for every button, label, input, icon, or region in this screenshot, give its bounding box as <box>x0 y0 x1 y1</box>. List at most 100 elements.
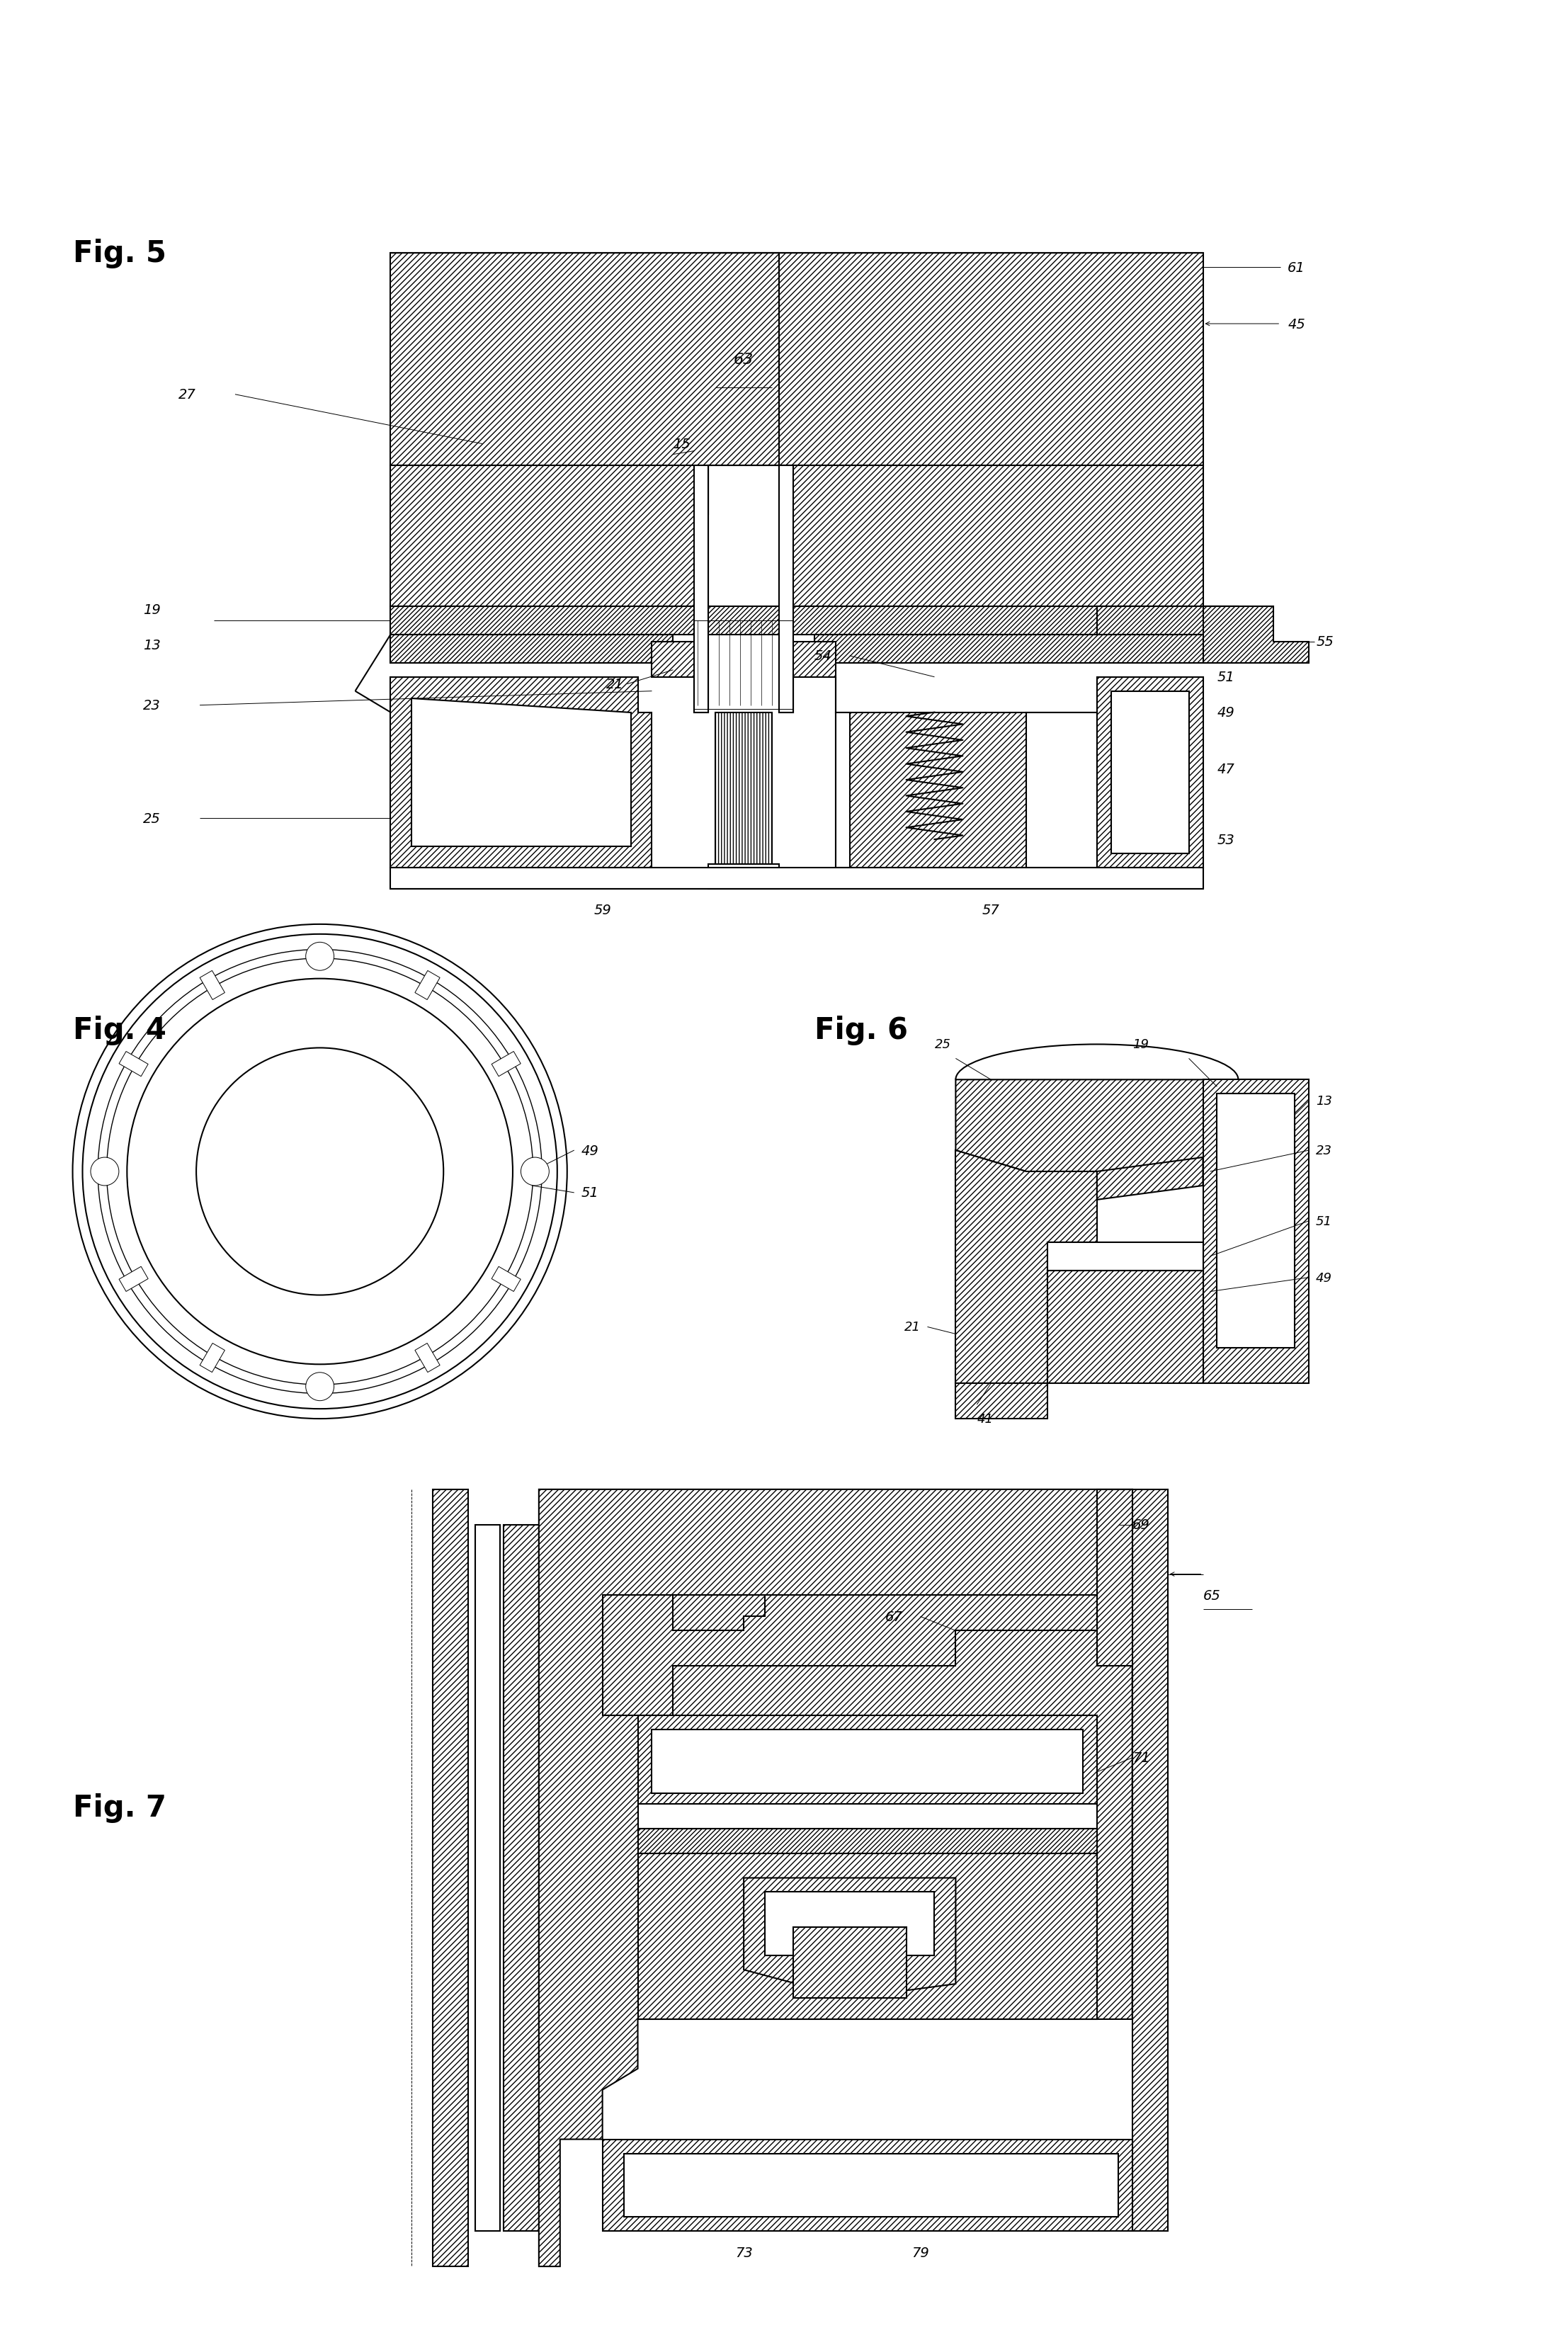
Text: 21: 21 <box>607 679 624 690</box>
Polygon shape <box>638 1853 1098 2019</box>
Polygon shape <box>390 676 652 868</box>
Polygon shape <box>433 1491 469 2267</box>
Text: 45: 45 <box>1287 318 1305 330</box>
Text: 13: 13 <box>143 639 162 653</box>
Polygon shape <box>743 1879 955 1998</box>
Text: 19: 19 <box>1132 1039 1149 1051</box>
Text: 69: 69 <box>1132 1519 1149 1533</box>
Polygon shape <box>1027 714 1098 868</box>
Text: 54: 54 <box>814 651 833 662</box>
Polygon shape <box>715 714 771 868</box>
Polygon shape <box>765 1893 935 1956</box>
Text: 51: 51 <box>1217 672 1234 683</box>
Text: 73: 73 <box>735 2246 753 2258</box>
Bar <box>492 1051 521 1076</box>
Text: 63: 63 <box>734 353 754 367</box>
Text: 47: 47 <box>1217 763 1234 777</box>
Polygon shape <box>602 1596 1098 1715</box>
Text: Fig. 6: Fig. 6 <box>814 1016 908 1046</box>
Bar <box>416 971 441 999</box>
Polygon shape <box>779 641 836 714</box>
Polygon shape <box>695 466 709 714</box>
Polygon shape <box>624 2153 1118 2216</box>
Polygon shape <box>836 714 850 868</box>
Text: 51: 51 <box>1316 1214 1333 1228</box>
Polygon shape <box>814 634 1239 662</box>
Polygon shape <box>1098 676 1203 868</box>
Text: 51: 51 <box>582 1186 599 1200</box>
Text: 25: 25 <box>935 1039 950 1051</box>
Text: 79: 79 <box>911 2246 930 2258</box>
Polygon shape <box>539 1491 1132 2267</box>
Text: 19: 19 <box>143 604 162 618</box>
Polygon shape <box>955 1383 1047 1418</box>
Ellipse shape <box>196 1048 444 1296</box>
Text: 23: 23 <box>1316 1144 1333 1156</box>
Polygon shape <box>1112 693 1189 854</box>
Polygon shape <box>836 676 1098 868</box>
Polygon shape <box>1203 1081 1309 1383</box>
Text: 13: 13 <box>1316 1095 1333 1107</box>
Text: 59: 59 <box>594 903 612 917</box>
Polygon shape <box>475 1526 500 2230</box>
Polygon shape <box>638 1804 1098 1828</box>
Text: 21: 21 <box>905 1320 920 1334</box>
Text: 55: 55 <box>1316 636 1333 648</box>
Bar <box>199 971 224 999</box>
Text: 49: 49 <box>1217 707 1234 718</box>
Text: 15: 15 <box>673 438 690 452</box>
Bar <box>119 1051 147 1076</box>
Text: Fig. 7: Fig. 7 <box>72 1792 166 1823</box>
Text: 67: 67 <box>884 1610 903 1624</box>
Circle shape <box>91 1158 119 1186</box>
Polygon shape <box>602 2139 1132 2230</box>
Text: 61: 61 <box>1287 262 1305 274</box>
Polygon shape <box>390 606 1239 634</box>
Polygon shape <box>652 641 709 714</box>
Polygon shape <box>638 1715 1098 1806</box>
Polygon shape <box>1098 606 1239 634</box>
Polygon shape <box>390 253 779 515</box>
Bar <box>199 1343 224 1374</box>
Bar <box>416 1343 441 1374</box>
Polygon shape <box>1047 1243 1203 1271</box>
Polygon shape <box>793 1928 906 1998</box>
Text: 49: 49 <box>582 1144 599 1158</box>
Polygon shape <box>412 700 630 847</box>
Circle shape <box>306 1374 334 1402</box>
Bar <box>119 1266 147 1292</box>
Polygon shape <box>779 466 793 714</box>
Polygon shape <box>638 1828 1098 1853</box>
Polygon shape <box>1217 1095 1295 1348</box>
Polygon shape <box>1203 606 1309 662</box>
Polygon shape <box>955 1151 1098 1383</box>
Circle shape <box>306 943 334 971</box>
Text: 71: 71 <box>1132 1750 1149 1764</box>
Text: 23: 23 <box>143 700 162 711</box>
Text: Fig. 5: Fig. 5 <box>72 239 166 269</box>
Polygon shape <box>709 863 779 889</box>
Polygon shape <box>1098 1158 1203 1200</box>
Polygon shape <box>390 466 709 641</box>
Text: 49: 49 <box>1316 1271 1333 1285</box>
Polygon shape <box>652 1729 1083 1792</box>
Text: Fig. 4: Fig. 4 <box>72 1016 166 1046</box>
Polygon shape <box>390 868 1203 889</box>
Bar <box>492 1266 521 1292</box>
Text: 25: 25 <box>143 812 162 826</box>
Text: 57: 57 <box>982 903 1000 917</box>
Text: 41: 41 <box>977 1413 993 1425</box>
Polygon shape <box>1132 1491 1168 2230</box>
Polygon shape <box>503 1526 539 2230</box>
Polygon shape <box>779 253 1203 515</box>
Polygon shape <box>390 634 673 662</box>
Polygon shape <box>673 1596 765 1631</box>
Circle shape <box>521 1158 549 1186</box>
Polygon shape <box>955 1081 1239 1172</box>
Text: 27: 27 <box>179 388 196 402</box>
Polygon shape <box>779 466 1203 641</box>
Polygon shape <box>1047 1271 1203 1383</box>
Text: 53: 53 <box>1217 833 1234 847</box>
Polygon shape <box>1098 1491 1132 1666</box>
Text: 65: 65 <box>1203 1589 1220 1603</box>
